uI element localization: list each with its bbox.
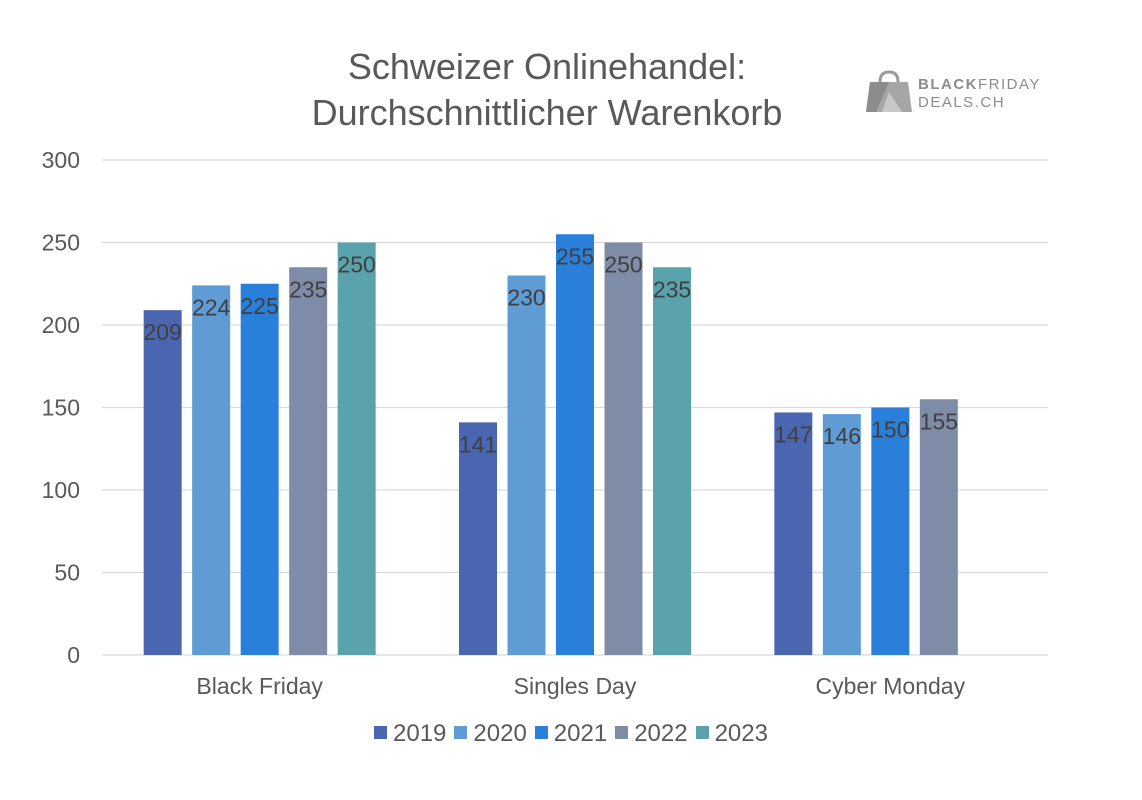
legend-label: 2021: [553, 720, 608, 747]
legend-item: 2020: [454, 720, 527, 748]
shopping-bag-logo-icon: [866, 70, 912, 112]
x-tick-label: Singles Day: [514, 673, 637, 699]
legend-swatch: [454, 726, 468, 740]
bar: [459, 422, 497, 655]
logo-text-rest: FRIDAY: [978, 76, 1041, 93]
chart-title-line-2: Durchschnittlicher Warenkorb: [311, 92, 783, 133]
data-label: 155: [920, 408, 958, 434]
y-tick-label: 0: [67, 642, 80, 668]
bar: [289, 267, 328, 655]
data-label: 250: [337, 252, 375, 278]
legend-swatch: [374, 726, 388, 740]
bar: [192, 285, 231, 655]
legend-item: 2022: [615, 720, 688, 748]
legend-label: 2023: [714, 720, 768, 747]
data-label: 224: [192, 294, 231, 320]
bar: [822, 414, 861, 655]
data-label: 255: [556, 243, 594, 269]
legend-swatch: [534, 726, 548, 740]
bar: [240, 283, 279, 655]
data-label: 209: [143, 319, 181, 345]
y-tick-label: 50: [54, 560, 80, 586]
legend-item: 2019: [374, 720, 446, 748]
y-tick-label: 150: [42, 395, 80, 421]
chart-title-line-1: Schweizer Onlinehandel:: [347, 46, 747, 87]
data-label: 230: [507, 285, 545, 311]
legend-swatch: [615, 726, 629, 740]
x-tick-label: Black Friday: [196, 673, 323, 699]
data-label: 225: [240, 293, 278, 319]
logo-text-bold: BLACK: [918, 76, 978, 93]
bar: [604, 242, 643, 655]
data-label: 235: [289, 276, 327, 302]
bar: [774, 412, 813, 655]
legend-label: 2020: [473, 720, 527, 747]
bar: [919, 399, 958, 655]
data-label: 147: [774, 421, 812, 447]
brand-logo: BLACKFRIDAY DEALS.CH: [866, 70, 1056, 116]
bar: [653, 267, 691, 655]
data-label: 235: [653, 276, 691, 302]
y-tick-label: 100: [42, 477, 80, 503]
logo-text-line2: DEALS.CH: [918, 94, 1006, 111]
bar: [507, 275, 546, 655]
legend-item: 2023: [695, 720, 768, 748]
data-label: 150: [871, 417, 909, 443]
bar: [556, 234, 594, 655]
chart-legend: 2019 2020 2021 2022 2023: [0, 720, 1142, 748]
legend-label: 2019: [393, 720, 447, 747]
legend-swatch: [695, 726, 709, 740]
y-tick-label: 300: [42, 147, 80, 173]
data-label: 146: [823, 423, 861, 449]
bar: [871, 407, 910, 655]
y-tick-label: 200: [42, 312, 80, 338]
data-label: 141: [459, 431, 497, 457]
legend-label: 2022: [634, 720, 688, 747]
data-label: 250: [604, 252, 642, 278]
chart-title: Schweizer Onlinehandel: Durchschnittlich…: [200, 44, 894, 136]
y-tick-label: 250: [42, 230, 80, 256]
legend-item: 2021: [534, 720, 608, 748]
bar: [337, 242, 376, 655]
x-tick-label: Cyber Monday: [816, 673, 966, 699]
bar: [143, 310, 182, 655]
